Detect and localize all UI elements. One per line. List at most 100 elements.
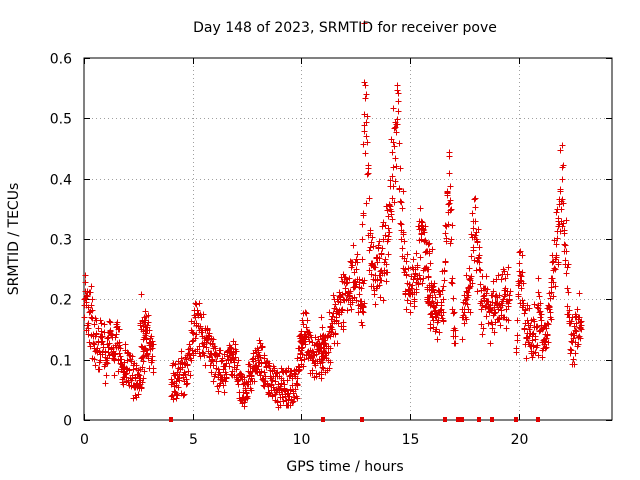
gap-marker — [456, 417, 460, 422]
data-point — [266, 360, 273, 367]
data-point — [197, 353, 204, 360]
data-point — [398, 221, 405, 228]
data-point — [391, 143, 398, 150]
data-point — [468, 273, 475, 280]
gap-marker — [321, 417, 325, 422]
data-point — [506, 296, 513, 303]
data-point — [397, 220, 404, 227]
data-point — [104, 335, 111, 342]
gap-marker — [169, 417, 173, 422]
data-point — [505, 300, 512, 307]
data-point — [395, 90, 402, 97]
data-point — [450, 333, 457, 340]
data-point — [200, 311, 207, 318]
data-point — [327, 345, 334, 352]
data-point — [476, 244, 483, 251]
data-point — [399, 205, 406, 212]
data-point — [554, 235, 561, 242]
data-point — [519, 297, 526, 304]
data-point — [367, 230, 374, 237]
data-point — [557, 188, 564, 195]
y-tick-label: 0.5 — [50, 112, 72, 128]
data-point — [546, 303, 553, 310]
data-point — [339, 291, 346, 298]
data-point — [326, 309, 333, 316]
data-point — [426, 286, 433, 293]
data-point — [290, 398, 297, 405]
data-point — [364, 113, 371, 120]
data-point — [90, 340, 97, 347]
data-point — [560, 200, 567, 207]
data-point — [485, 298, 492, 305]
data-point — [181, 369, 188, 376]
data-point — [417, 254, 424, 261]
data-point — [519, 269, 526, 276]
data-point — [185, 368, 192, 375]
data-point — [402, 266, 409, 273]
data-point — [427, 321, 434, 328]
data-point — [553, 241, 560, 248]
data-point — [242, 387, 249, 394]
data-point — [476, 259, 483, 266]
data-point — [559, 176, 566, 183]
data-point — [138, 343, 145, 350]
data-point — [174, 392, 181, 399]
data-point — [348, 306, 355, 313]
data-point — [382, 256, 389, 263]
data-point — [447, 183, 454, 190]
data-point — [309, 348, 316, 355]
data-point — [170, 396, 177, 403]
data-point — [514, 332, 521, 339]
data-point — [475, 226, 482, 233]
data-point — [298, 357, 305, 364]
data-point — [96, 366, 103, 373]
data-point — [116, 339, 123, 346]
data-point — [491, 310, 498, 317]
data-point — [552, 266, 559, 273]
data-point — [203, 339, 210, 346]
data-point — [411, 296, 418, 303]
data-point — [433, 314, 440, 321]
data-point — [319, 324, 326, 331]
data-point — [463, 316, 470, 323]
data-point — [390, 164, 397, 171]
data-point — [572, 327, 579, 334]
data-point — [477, 281, 484, 288]
grid — [84, 58, 612, 420]
data-point — [468, 231, 475, 238]
data-point — [97, 357, 104, 364]
data-point — [451, 309, 458, 316]
data-point — [394, 121, 401, 128]
data-point — [401, 238, 408, 245]
data-point — [83, 302, 90, 309]
data-point — [356, 291, 363, 298]
data-point — [535, 302, 542, 309]
data-point — [141, 368, 148, 375]
data-point — [386, 229, 393, 236]
x-tick-label: 0 — [80, 432, 89, 448]
data-point — [176, 371, 183, 378]
data-point — [228, 345, 235, 352]
data-point — [362, 82, 369, 89]
data-point — [521, 310, 528, 317]
data-point — [398, 199, 405, 206]
data-point — [378, 251, 385, 258]
data-point — [138, 291, 145, 298]
data-point — [208, 350, 215, 357]
data-point — [210, 336, 217, 343]
data-point — [472, 218, 479, 225]
data-point — [440, 296, 447, 303]
data-point — [279, 394, 286, 401]
data-point — [274, 387, 281, 394]
data-point — [91, 321, 98, 328]
data-point — [338, 309, 345, 316]
data-point — [273, 370, 280, 377]
data-point — [470, 247, 477, 254]
gap-marker — [536, 417, 540, 422]
x-tick-label: 20 — [511, 432, 529, 448]
data-point — [442, 259, 449, 266]
data-point — [346, 290, 353, 297]
data-point — [184, 380, 191, 387]
data-point — [362, 95, 369, 102]
